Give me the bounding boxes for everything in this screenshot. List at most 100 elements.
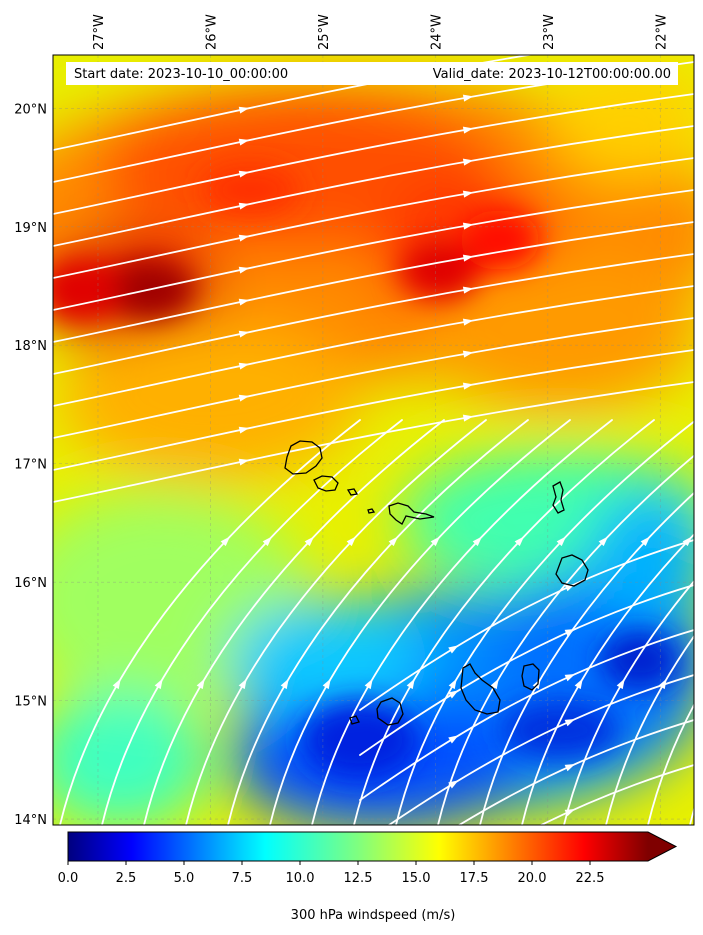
streamline xyxy=(353,419,655,825)
streamline-arrow xyxy=(598,536,609,547)
streamline-arrow xyxy=(112,678,121,690)
streamline-arrow xyxy=(462,414,474,422)
coastline-boa-vista xyxy=(555,554,589,587)
streamline-arrow xyxy=(238,266,250,274)
streamline-arrow xyxy=(238,678,247,690)
lon-label: 25°W xyxy=(317,14,332,50)
map-panel: Start date: 2023-10-10_00:00:00 Valid_da… xyxy=(14,14,695,828)
streamline-arrow xyxy=(262,536,273,547)
streamlines xyxy=(53,55,694,825)
streamline xyxy=(605,634,694,825)
streamline-arrow xyxy=(238,330,250,338)
streamline-arrow xyxy=(616,678,625,690)
streamline xyxy=(359,584,694,756)
colorbar-tick-label: 20.0 xyxy=(518,871,547,886)
streamline-arrow xyxy=(154,678,163,690)
streamline-arrow xyxy=(556,536,567,547)
streamline-arrow xyxy=(238,362,250,370)
streamline xyxy=(359,539,694,711)
streamline-arrow xyxy=(406,678,415,690)
streamline-arrow xyxy=(564,763,576,772)
coastline-santa-luzia xyxy=(346,488,359,496)
start-date-label: Start date: 2023-10-10_00:00:00 xyxy=(74,67,288,82)
colorbar-tick-label: 15.0 xyxy=(402,871,431,886)
streamline-arrow xyxy=(448,735,459,744)
coastline-sao-vicente xyxy=(313,475,339,492)
streamline xyxy=(647,703,694,825)
streamline-arrow xyxy=(462,222,474,230)
coastline-santo-antao xyxy=(284,440,323,475)
streamline-arrow xyxy=(462,190,474,198)
lat-label: 19°N xyxy=(14,221,47,236)
coastline-santiago xyxy=(460,663,501,715)
colorbar-tick-label: 10.0 xyxy=(286,871,315,886)
streamline-arrow xyxy=(322,678,331,690)
coastline-maio xyxy=(521,663,540,691)
lat-label: 15°N xyxy=(14,695,47,710)
streamline-arrow xyxy=(448,690,459,699)
streamline xyxy=(311,419,613,825)
streamline xyxy=(521,533,694,825)
colorbar-tick-label: 2.5 xyxy=(116,871,137,886)
header-box xyxy=(66,62,678,85)
coastline-fogo xyxy=(376,697,404,726)
streamline xyxy=(53,189,694,311)
streamline-arrow xyxy=(640,536,651,547)
colorbar-ticks: 0.0 2.5 5.0 7.5 10.0 12.5 15.0 17.5 20.0 22.5 xyxy=(58,861,604,886)
streamline xyxy=(53,285,694,407)
lon-label: 26°W xyxy=(204,14,219,50)
streamline-arrow xyxy=(238,426,250,434)
streamline-arrow xyxy=(346,536,357,547)
streamline xyxy=(53,221,694,343)
coastline-sal xyxy=(552,481,565,514)
streamline-arrow xyxy=(462,350,474,358)
lat-label: 16°N xyxy=(14,576,47,591)
streamline-arrow xyxy=(564,673,576,682)
streamline-arrow xyxy=(448,645,459,654)
colorbar-gradient xyxy=(68,832,648,861)
colorbar: 0.0 2.5 5.0 7.5 10.0 12.5 15.0 17.5 20.0 22.5 300… xyxy=(58,831,678,923)
streamline-arrow xyxy=(238,298,250,306)
streamline-arrow xyxy=(238,138,250,146)
streamline xyxy=(143,419,445,825)
streamline-arrow xyxy=(490,678,499,690)
streamline xyxy=(269,419,571,825)
streamline xyxy=(53,253,694,375)
lat-label: 17°N xyxy=(14,458,47,473)
streamline xyxy=(53,349,694,471)
streamline-arrow xyxy=(574,678,583,690)
streamline-arrow xyxy=(238,458,250,466)
colorbar-extend-arrow xyxy=(648,832,676,861)
streamline-arrow xyxy=(462,382,474,390)
streamline xyxy=(185,419,487,825)
streamline-arrow xyxy=(238,170,250,178)
streamline-arrow xyxy=(280,678,289,690)
valid-date-label: Valid_date: 2023-10-12T00:00:00.00 xyxy=(433,67,671,82)
streamline xyxy=(227,419,529,825)
streamline-arrow xyxy=(564,628,576,637)
lon-label: 22°W xyxy=(654,14,669,50)
streamline xyxy=(387,674,694,825)
streamline-arrow xyxy=(564,718,576,727)
coastline-sao-nicolau xyxy=(367,502,435,525)
lat-label: 20°N xyxy=(14,102,47,117)
colorbar-outline xyxy=(67,831,678,862)
map-frame xyxy=(52,54,695,826)
windspeed-field xyxy=(53,55,694,825)
streamline-arrow xyxy=(196,678,205,690)
streamline-arrow xyxy=(430,536,441,547)
streamline xyxy=(59,419,361,825)
streamline-arrow xyxy=(448,678,457,690)
streamline xyxy=(53,55,534,151)
streamline xyxy=(457,719,694,825)
streamline-arrow xyxy=(448,780,459,789)
streamline-arrow xyxy=(304,536,315,547)
longitude-labels: 27°W 26°W 25°W 24°W 23°W 22°W xyxy=(92,14,669,50)
streamline xyxy=(539,764,694,825)
lon-label: 23°W xyxy=(542,14,557,50)
lon-label: 27°W xyxy=(92,14,107,50)
colorbar-tick-label: 12.5 xyxy=(344,871,373,886)
streamline-arrow xyxy=(462,254,474,262)
streamline-arrow xyxy=(462,126,474,134)
